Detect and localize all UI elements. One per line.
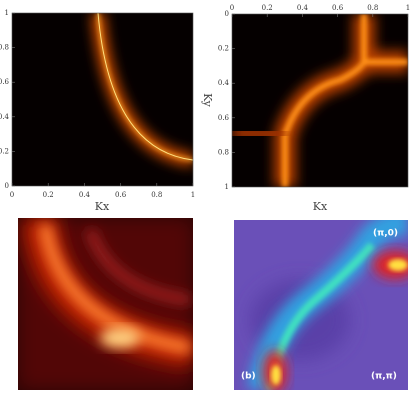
y-tick-label: 0.2 (0, 147, 9, 155)
x-tick-label: 1 (191, 191, 195, 199)
annotation: (b) (241, 372, 256, 382)
x-tick-label: 0.4 (79, 191, 91, 199)
image-3 (18, 218, 193, 390)
y-tick-label: 0.6 (218, 114, 230, 122)
x-tick-label: 0 (230, 4, 234, 12)
x-axis-label: Kx (95, 200, 110, 213)
y-tick-label: 0.4 (0, 113, 10, 121)
y-tick-label: 1 (5, 9, 9, 17)
y-axis-label: Ky (201, 93, 214, 108)
x-tick-label: 0.8 (151, 191, 162, 199)
y-tick-label: 0 (5, 182, 9, 190)
y-tick-label: 0.2 (218, 45, 229, 53)
x-tick-label: 0.2 (262, 4, 273, 12)
heatmap-2 (232, 14, 408, 187)
annotation: (π,π) (371, 372, 397, 382)
frame (231, 13, 409, 188)
y-tick-label: 0.8 (0, 44, 9, 52)
y-tick-label: 0 (225, 10, 229, 18)
x-tick-label: 0 (10, 191, 14, 199)
annotation: (π,0) (373, 229, 398, 239)
frame (11, 12, 194, 187)
x-axis-label: Kx (313, 200, 328, 213)
y-tick-label: 1 (225, 183, 229, 191)
image-4 (234, 220, 408, 390)
y-tick-label: 0.4 (218, 79, 230, 87)
x-tick-label: 0.4 (297, 4, 309, 12)
x-tick-label: 1 (406, 4, 410, 12)
y-tick-label: 0.6 (0, 78, 10, 86)
x-tick-label: 0.8 (367, 4, 378, 12)
x-tick-label: 0.6 (332, 4, 344, 12)
x-tick-label: 0.2 (43, 191, 54, 199)
x-tick-label: 0.6 (115, 191, 127, 199)
heatmap-1 (12, 13, 193, 186)
y-tick-label: 0.8 (218, 148, 229, 156)
